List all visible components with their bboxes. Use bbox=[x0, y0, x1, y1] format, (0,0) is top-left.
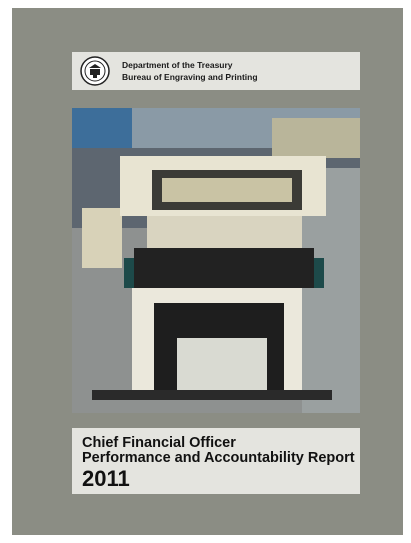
header-line: Bureau of Engraving and Printing bbox=[122, 72, 258, 82]
cover-photo bbox=[72, 108, 360, 413]
header-band: Department of the Treasury Bureau of Eng… bbox=[72, 52, 360, 90]
report-year: 2011 bbox=[82, 466, 130, 491]
cover: Department of the Treasury Bureau of Eng… bbox=[12, 8, 403, 535]
report-title: Chief Financial Officer bbox=[82, 435, 236, 451]
title-band: Chief Financial Officer Performance and … bbox=[72, 428, 360, 494]
report-title: Performance and Accountability Report bbox=[82, 450, 355, 466]
header-line: Department of the Treasury bbox=[122, 60, 233, 70]
treasury-seal bbox=[80, 56, 110, 86]
